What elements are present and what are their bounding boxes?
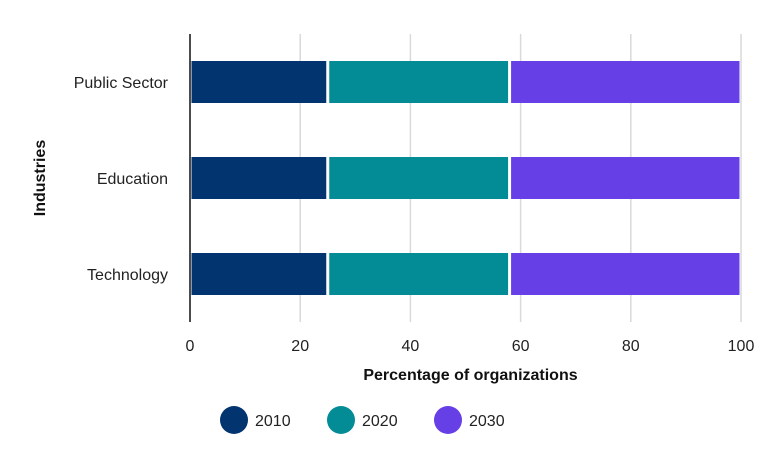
bar-public-sector-2020 (329, 61, 509, 103)
x-tick-labels: 0 20 40 60 80 100 (186, 338, 755, 355)
legend-label-2020: 2020 (362, 413, 398, 430)
bar-education-2030 (511, 157, 740, 199)
bar-education-2020 (329, 157, 509, 199)
bar-technology-2020 (329, 253, 509, 295)
bar-technology-2010 (191, 253, 327, 295)
x-tick-label-0: 0 (186, 338, 195, 355)
bars (191, 61, 740, 295)
x-axis-title: Percentage of organizations (363, 367, 577, 384)
legend-swatch-2020 (327, 406, 355, 434)
bar-public-sector-2010 (191, 61, 327, 103)
x-tick-label-100: 100 (728, 338, 755, 355)
bar-education-2010 (191, 157, 327, 199)
x-tick-label-40: 40 (402, 338, 420, 355)
legend-swatch-2010 (220, 406, 248, 434)
y-axis-title: Industries (32, 140, 49, 217)
category-label-technology: Technology (87, 267, 168, 284)
x-tick-label-20: 20 (291, 338, 309, 355)
category-label-public-sector: Public Sector (74, 75, 169, 92)
legend-label-2010: 2010 (255, 413, 291, 430)
bar-technology-2030 (511, 253, 740, 295)
x-tick-label-80: 80 (622, 338, 640, 355)
category-label-education: Education (97, 171, 168, 188)
legend: 2010 2020 2030 (220, 406, 505, 434)
x-tick-label-60: 60 (512, 338, 530, 355)
bar-public-sector-2030 (511, 61, 740, 103)
category-labels: Public Sector Education Technology (74, 75, 169, 284)
legend-swatch-2030 (434, 406, 462, 434)
legend-label-2030: 2030 (469, 413, 505, 430)
